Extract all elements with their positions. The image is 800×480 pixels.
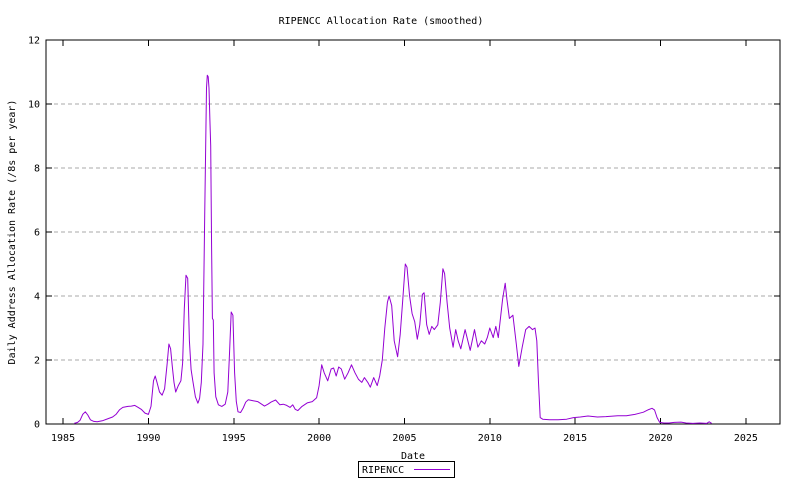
x-tick-label-1985: 1985 bbox=[51, 433, 75, 444]
chart-title: RIPENCC Allocation Rate (smoothed) bbox=[279, 16, 484, 27]
x-tick-label-2000: 2000 bbox=[307, 433, 331, 444]
x-tick-label-2015: 2015 bbox=[563, 433, 587, 444]
x-axis-label: Date bbox=[401, 451, 425, 462]
grid-layer bbox=[47, 103, 779, 361]
tick-layer bbox=[46, 39, 780, 425]
x-tick-label-2020: 2020 bbox=[648, 433, 672, 444]
y-tick-label-12: 12 bbox=[28, 36, 40, 47]
y-tick-label-0: 0 bbox=[34, 420, 40, 431]
y-axis-label: Daily Address Allocation Rate (/8s per y… bbox=[7, 100, 18, 365]
legend-label: RIPENCC bbox=[362, 465, 404, 476]
y-tick-label-4: 4 bbox=[34, 292, 40, 303]
legend: RIPENCC bbox=[358, 461, 455, 478]
y-tick-label-2: 2 bbox=[34, 356, 40, 367]
y-tick-labels: 0 2 4 6 8 10 12 bbox=[28, 36, 40, 431]
x-tick-labels: 1985 1990 1995 2000 2005 2010 2015 2020 2025 bbox=[51, 433, 758, 444]
x-tick-label-1990: 1990 bbox=[136, 433, 160, 444]
legend-box bbox=[358, 461, 455, 478]
y-tick-label-10: 10 bbox=[28, 100, 40, 111]
y-tick-label-6: 6 bbox=[34, 228, 40, 239]
x-tick-label-1995: 1995 bbox=[222, 433, 246, 444]
y-tick-label-8: 8 bbox=[34, 164, 40, 175]
x-tick-label-2005: 2005 bbox=[392, 433, 416, 444]
ripencc-series-line bbox=[74, 74, 712, 424]
x-tick-label-2010: 2010 bbox=[478, 433, 502, 444]
x-tick-label-2025: 2025 bbox=[734, 433, 758, 444]
